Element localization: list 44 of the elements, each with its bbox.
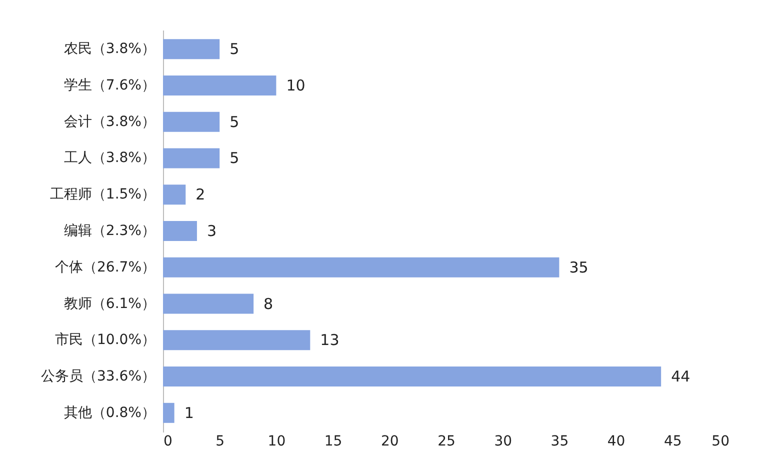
y-tick-label: 教师（6.1%）	[64, 296, 156, 312]
x-tick-label: 10	[268, 434, 286, 450]
data-label: 8	[264, 294, 274, 313]
bar	[163, 220, 197, 242]
data-label: 2	[196, 186, 206, 204]
bar	[163, 366, 662, 387]
bar	[163, 39, 220, 60]
data-label: 5	[230, 112, 240, 131]
x-tick-label: 20	[380, 434, 399, 450]
bar	[163, 148, 220, 168]
y-tick-label: 工程师（1.5%）	[50, 186, 156, 203]
x-tick-label: 45	[664, 434, 682, 450]
y-tick-label: 农民（3.8%）	[64, 41, 156, 58]
bar	[163, 184, 186, 205]
y-tick-label: 工人（3.8%）	[64, 150, 156, 166]
x-tick-label: 50	[712, 434, 730, 450]
y-tick-label: 编辑（2.3%）	[64, 223, 156, 239]
data-label: 35	[569, 258, 588, 276]
x-tick-label: 5	[216, 434, 225, 450]
x-tick-label: 15	[324, 434, 342, 450]
bar	[163, 294, 254, 314]
y-tick-label: 市民（10.0%）	[55, 332, 156, 348]
data-label: 1	[184, 404, 194, 422]
data-label: 5	[230, 40, 240, 58]
y-tick-label: 其他（0.8%）	[64, 404, 156, 421]
x-tick-label: 25	[438, 434, 456, 450]
y-tick-label: 会计（3.8%）	[64, 114, 156, 130]
data-label: 5	[230, 149, 240, 168]
bar	[163, 257, 560, 278]
y-tick-label: 公务员（33.6%）	[41, 368, 156, 385]
data-label: 44	[671, 368, 690, 386]
data-label: 13	[320, 331, 340, 350]
bar	[163, 112, 220, 132]
x-tick-label: 30	[494, 434, 512, 450]
bar	[163, 75, 276, 96]
x-tick-label: 0	[164, 434, 172, 450]
data-label: 10	[286, 76, 306, 94]
data-label: 3	[206, 222, 217, 240]
x-tick-label: 35	[550, 434, 569, 450]
x-tick-label: 40	[607, 434, 626, 450]
y-tick-label: 学生（7.6%）	[64, 77, 156, 94]
bar	[163, 402, 174, 423]
y-tick-label: 个体（26.7%）	[55, 259, 156, 276]
bar	[163, 330, 310, 350]
